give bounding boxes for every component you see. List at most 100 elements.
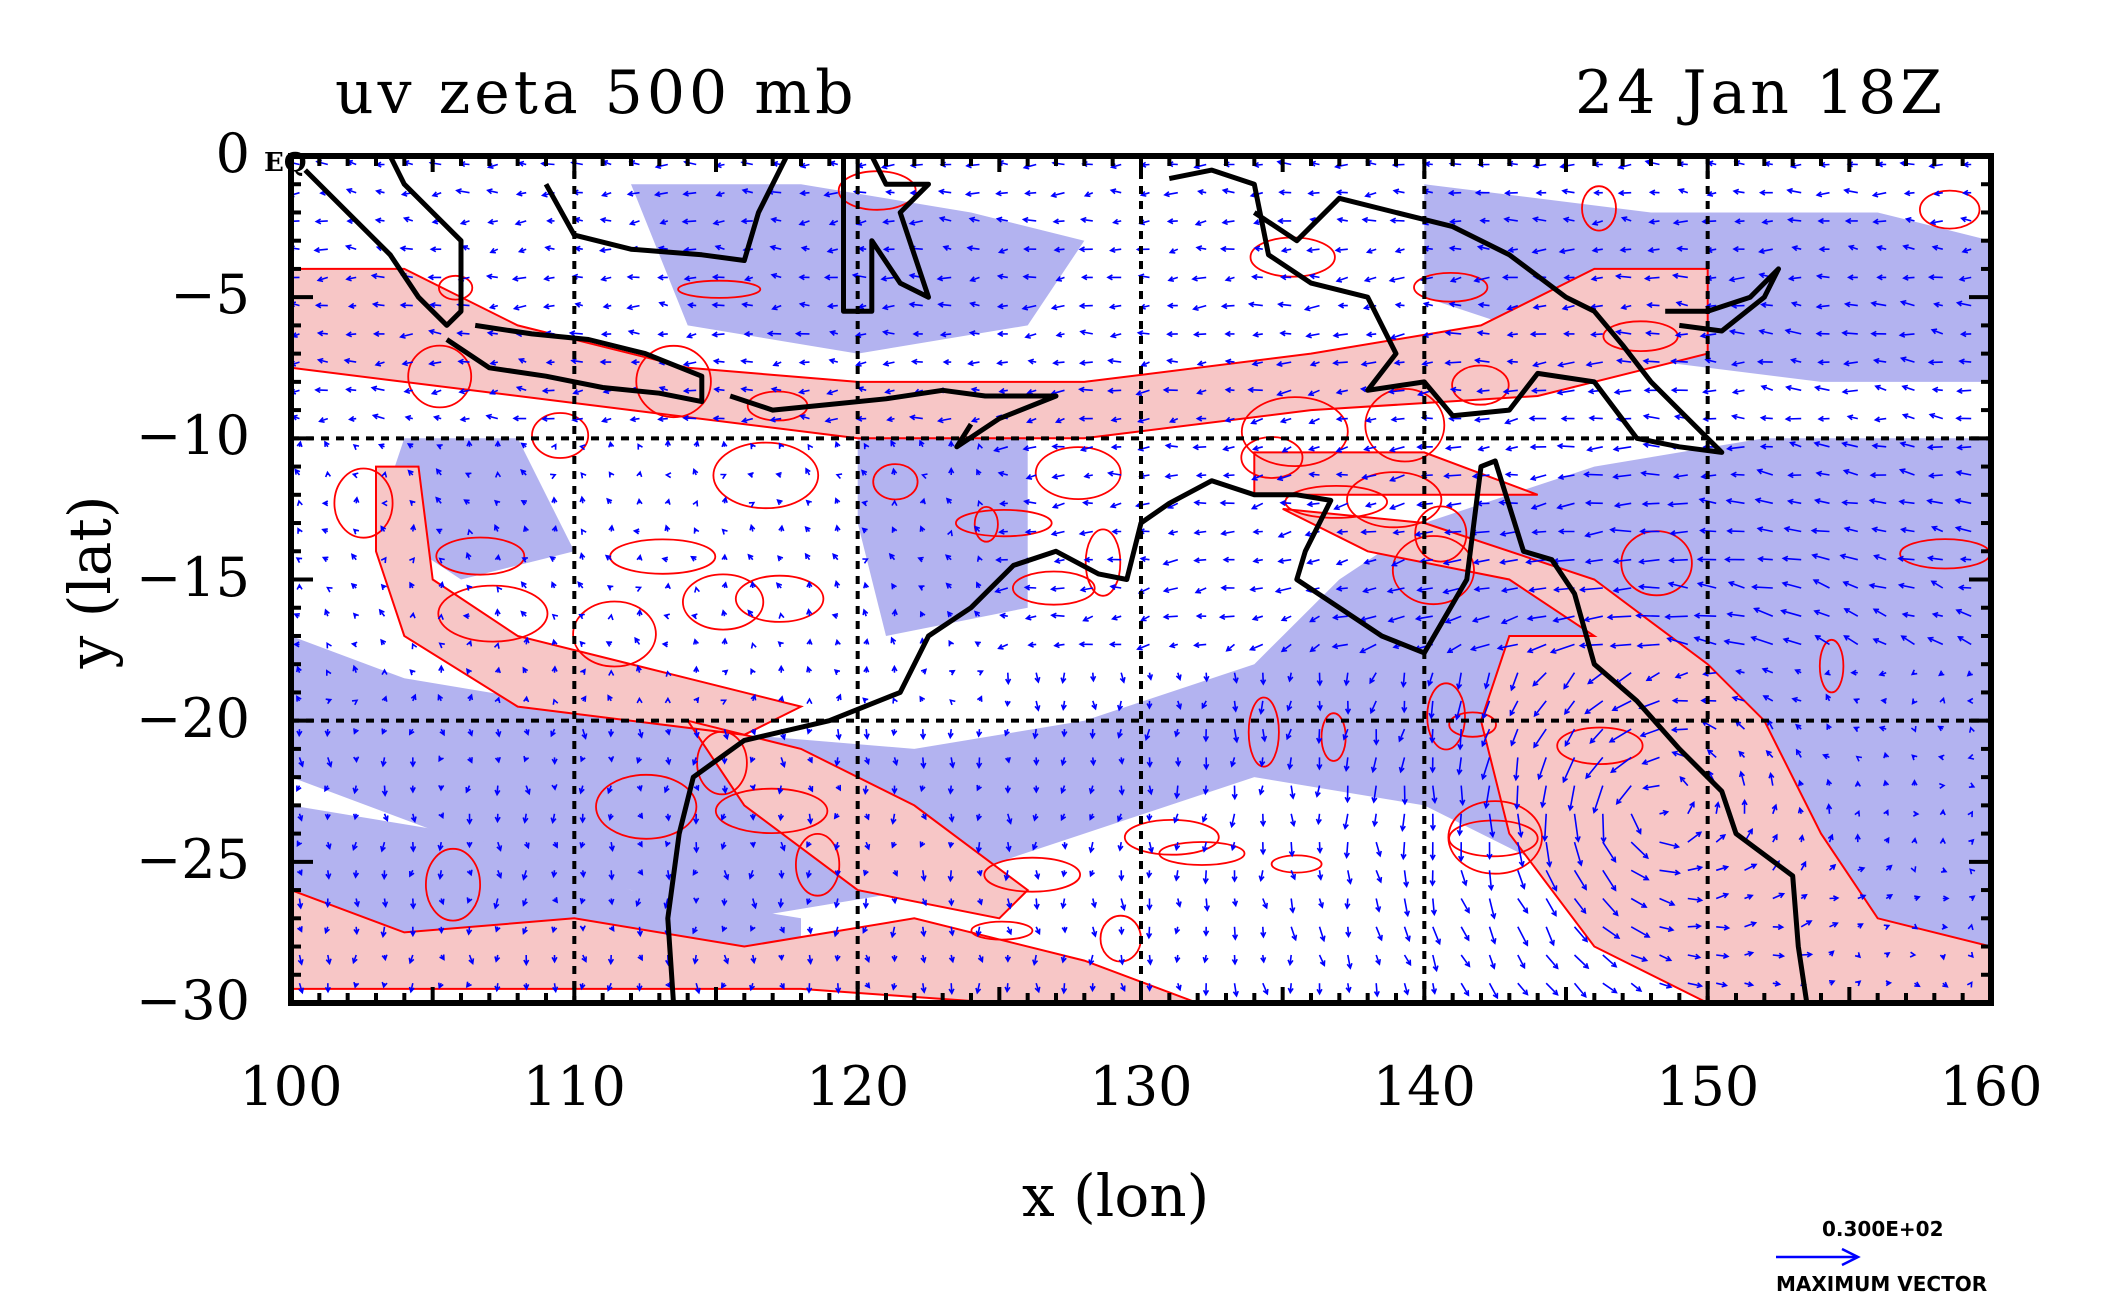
wind-vector [939, 331, 952, 338]
wind-vector [608, 841, 615, 853]
wind-vector [1476, 329, 1490, 337]
wind-vector [800, 245, 810, 252]
wind-vector [1335, 446, 1349, 453]
wind-vector [1902, 274, 1915, 281]
wind-vector [1253, 245, 1263, 252]
wind-vector [1506, 331, 1518, 338]
wind-vector [1359, 643, 1377, 654]
wind-vector [629, 416, 640, 423]
wind-vector [1797, 806, 1804, 815]
max-vector-label: MAXIMUM VECTOR [1776, 1272, 1988, 1296]
wind-vector [1850, 669, 1858, 676]
wind-vector [1192, 331, 1207, 338]
contour-line [1270, 854, 1323, 874]
wind-vector [1251, 445, 1264, 452]
wind-vector [776, 498, 783, 506]
wind-vector [1024, 332, 1037, 339]
wind-vector [1531, 529, 1547, 536]
wind-vector [720, 841, 727, 851]
wind-vector [1955, 415, 1972, 422]
wind-vector [976, 813, 982, 822]
wind-vector [1403, 898, 1411, 918]
wind-vector [1390, 416, 1405, 423]
wind-vector [1262, 982, 1269, 996]
wind-vector [747, 472, 754, 478]
coastline [729, 387, 1059, 450]
wind-vector [968, 216, 980, 223]
wind-vector [1726, 445, 1745, 452]
wind-vector [1532, 361, 1547, 368]
wind-vector [1369, 700, 1377, 715]
wind-vector [297, 898, 304, 910]
wind-vector [975, 842, 982, 854]
wind-vector [296, 785, 302, 792]
wind-vector [1642, 358, 1660, 365]
wind-vector [1645, 330, 1660, 337]
wind-vector [1825, 693, 1832, 702]
wind-vector [863, 442, 870, 450]
wind-vector [948, 898, 955, 907]
wind-vector [778, 870, 785, 880]
wind-vector [1258, 700, 1265, 715]
contour-line [983, 856, 1081, 893]
wind-vector [1643, 275, 1660, 282]
wind-vector [1477, 301, 1490, 309]
wind-vector [1318, 954, 1326, 967]
wind-vector [1500, 587, 1518, 594]
wind-vector [1795, 748, 1802, 758]
wind-vector [353, 981, 360, 989]
wind-vector [798, 301, 810, 308]
wind-vector [626, 190, 640, 197]
wind-vector [1392, 529, 1405, 536]
wind-vector [1637, 583, 1660, 590]
wind-vector [1364, 416, 1377, 423]
wind-vector [1139, 190, 1150, 197]
wind-vector [833, 841, 840, 851]
wind-vector [748, 501, 756, 508]
wind-vector [828, 219, 839, 226]
wind-vector [1033, 757, 1040, 766]
wind-vector [1659, 809, 1670, 816]
wind-vector [1843, 526, 1858, 533]
wind-vector [1194, 220, 1207, 226]
wind-vector [831, 613, 839, 619]
wind-vector [1955, 469, 1972, 477]
wind-vector [1844, 217, 1858, 225]
wind-vector [635, 664, 642, 673]
wind-vector [1090, 898, 1097, 909]
wind-vector [964, 190, 980, 197]
wind-vector [977, 898, 983, 906]
wind-vector [1750, 635, 1774, 646]
wind-vector [1667, 501, 1688, 508]
wind-vector [466, 869, 473, 877]
wind-vector [493, 499, 501, 506]
wind-vector [608, 440, 615, 448]
wind-vector [579, 983, 586, 991]
wind-vector [1513, 757, 1520, 782]
wind-vector [438, 755, 444, 763]
wind-vector [1615, 785, 1632, 806]
wind-vector [494, 785, 501, 797]
wind-vector [1782, 637, 1802, 646]
wind-vector [1308, 417, 1320, 425]
wind-vector [467, 528, 474, 536]
wind-vector [1108, 303, 1122, 310]
wind-vector [1195, 472, 1207, 479]
wind-vector [976, 757, 983, 769]
wind-vector [1336, 528, 1348, 536]
wind-vector [466, 584, 473, 591]
wind-vector [749, 580, 756, 589]
wind-vector [891, 664, 898, 673]
wind-vector [1562, 757, 1576, 784]
wind-vector [1224, 275, 1235, 282]
wind-vector [439, 728, 445, 737]
wind-vector [493, 898, 500, 910]
wind-vector [749, 982, 756, 992]
wind-vector [1781, 555, 1802, 562]
wind-vector [1616, 357, 1632, 365]
wind-vector [692, 926, 698, 935]
wind-vector [1220, 303, 1235, 310]
wind-vector [1789, 357, 1802, 364]
wind-vector [1674, 331, 1688, 338]
wind-vector [1260, 728, 1268, 743]
